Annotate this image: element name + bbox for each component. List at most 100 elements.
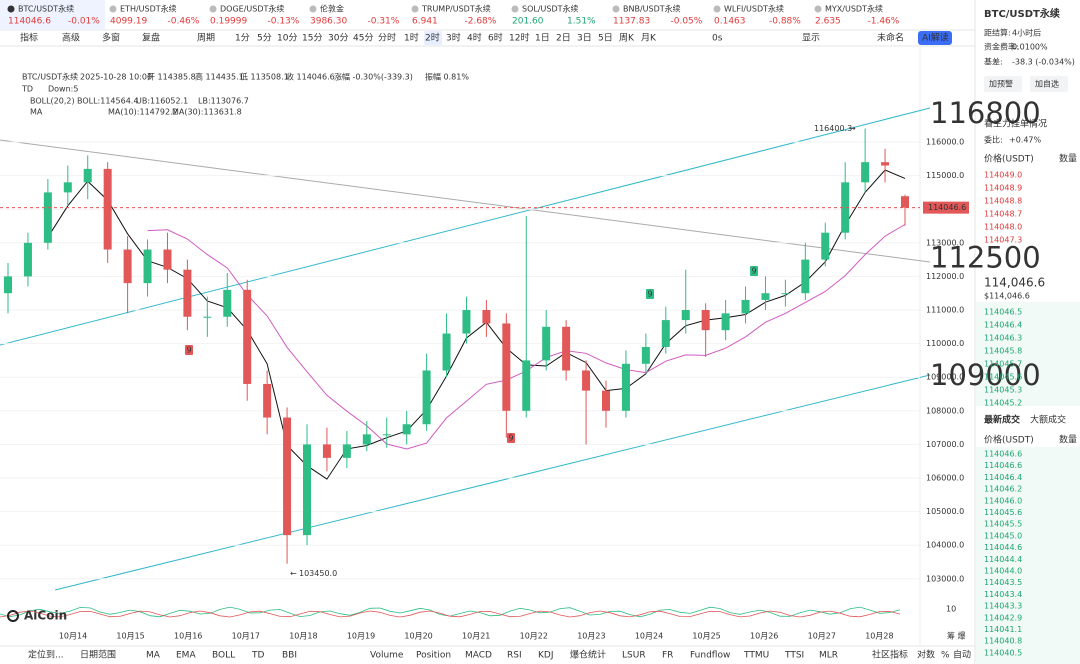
ticker-name[interactable]: ETH/USDT永续 [120, 4, 177, 14]
ticker-name[interactable]: TRUMP/USDT永续 [421, 4, 491, 14]
period-option[interactable]: 10分 [277, 33, 297, 44]
y-tick-label: 112000.0 [926, 272, 964, 281]
ticker-name[interactable]: WLFI/USDT永续 [724, 4, 784, 14]
period-option[interactable]: 月K [641, 33, 657, 44]
period-option[interactable]: 2时 [425, 32, 440, 44]
active-tab[interactable] [0, 0, 105, 30]
period-option[interactable]: 4时 [467, 32, 482, 44]
indicator-button[interactable]: MA [146, 651, 161, 661]
indicator-button[interactable]: BOLL [212, 651, 235, 661]
ticker-price[interactable]: 0.1463 [714, 17, 746, 27]
indicator-button[interactable]: FR [662, 651, 673, 661]
scale-button[interactable]: % [941, 651, 950, 661]
ticker-name[interactable]: BNB/USDT永续 [623, 4, 681, 14]
ticker-change[interactable]: -0.13% [268, 17, 300, 27]
tool-right[interactable]: 显示 [802, 33, 820, 44]
tool-button[interactable]: 多窗 [102, 32, 120, 44]
indicator-button[interactable]: KDJ [538, 651, 554, 661]
tab[interactable]: 大额成交 [1030, 414, 1066, 426]
indicator-button[interactable]: Fundflow [690, 651, 730, 661]
tab[interactable]: 最新成交 [984, 414, 1020, 426]
ticker-name[interactable]: MYX/USDT永续 [825, 4, 883, 14]
ticker-icon [209, 5, 217, 13]
period-option[interactable]: 6时 [488, 32, 503, 44]
period-option[interactable]: 3时 [446, 32, 461, 44]
period-option[interactable]: 5分 [257, 33, 272, 44]
ticker-price[interactable]: 1137.83 [613, 17, 650, 27]
scale-button[interactable]: 自动 [953, 649, 971, 661]
ticker-price[interactable]: 201.60 [512, 17, 544, 27]
ticker-change[interactable]: -0.31% [368, 17, 400, 27]
button-bg[interactable] [1030, 76, 1068, 92]
period-label[interactable]: 周期 [197, 33, 215, 44]
period-option[interactable]: 1日 [535, 33, 550, 44]
period-option[interactable]: 周K [619, 33, 635, 44]
ticker-change[interactable]: -0.88% [769, 17, 801, 27]
ticker-change[interactable]: 1.51% [567, 17, 596, 27]
td-badge [750, 266, 758, 276]
bottom-button[interactable]: 定位到... [28, 649, 64, 661]
tool-right[interactable]: AI解读 [922, 32, 949, 44]
col-header: 数量 [1059, 153, 1077, 165]
tool-right[interactable]: 0s [712, 34, 723, 44]
ticker-name[interactable]: SOL/USDT永续 [522, 4, 579, 14]
candle-body [781, 293, 790, 295]
ticker-price[interactable]: 114046.6 [8, 17, 51, 27]
indicator-button[interactable]: 社区指标 [872, 649, 908, 661]
ai-button[interactable] [918, 31, 952, 45]
ticker-change[interactable]: -0.46% [168, 17, 200, 27]
indicator-button[interactable]: RSI [507, 651, 522, 661]
ticker-price[interactable]: 3986.30 [310, 17, 347, 27]
tool-right[interactable]: 未命名 [877, 32, 904, 44]
button[interactable]: 加自选 [1035, 79, 1059, 89]
period-option[interactable]: 2日 [556, 33, 571, 44]
period-option[interactable]: 15分 [302, 33, 322, 44]
indicator-button[interactable]: Volume [370, 651, 404, 661]
tool-button[interactable]: 高级 [62, 32, 80, 44]
indicator-button[interactable]: LSUR [622, 651, 646, 661]
candle-body [602, 390, 610, 411]
active-period[interactable] [424, 31, 442, 45]
indicator-button[interactable]: TTSI [784, 651, 804, 661]
ticker-name[interactable]: DOGE/USDT永续 [220, 4, 284, 14]
period-option[interactable]: 3日 [577, 33, 592, 44]
period-option[interactable]: 1时 [404, 32, 419, 44]
period-option[interactable]: 5日 [598, 33, 613, 44]
period-option[interactable]: 12时 [509, 32, 529, 44]
indicator-button[interactable]: MLR [819, 651, 838, 661]
col-header: 数量 [1059, 434, 1077, 446]
x-tick-label: 10月24 [635, 632, 663, 641]
ticker-name[interactable]: BTC/USDT永续 [18, 4, 74, 14]
indicator-button[interactable]: MACD [465, 651, 492, 661]
ticker-name[interactable]: 伦敦金 [320, 4, 344, 14]
indicator-button[interactable]: Position [416, 651, 451, 661]
ticker-price[interactable]: 0.19999 [210, 17, 247, 27]
tool-button[interactable]: 指标 [20, 32, 38, 44]
tool-button[interactable]: 复盘 [142, 32, 160, 44]
button-bg[interactable] [984, 76, 1022, 92]
scale-button[interactable]: 对数 [917, 649, 935, 661]
bottom-button[interactable]: 日期范围 [80, 649, 116, 661]
indicator-button[interactable]: 爆仓统计 [570, 649, 606, 661]
period-option[interactable]: 30分 [328, 33, 348, 44]
ticker-change[interactable]: -0.05% [671, 17, 703, 27]
trade-price: 114041.1 [984, 625, 1022, 634]
period-option[interactable]: 45分 [353, 33, 373, 44]
ticker-price[interactable]: 6.941 [412, 17, 438, 27]
ticker-change[interactable]: -2.68% [465, 17, 497, 27]
indicator-button[interactable]: TTMU [743, 651, 769, 661]
bid-price: 114046.4 [984, 321, 1022, 330]
indicator-button[interactable]: EMA [176, 651, 196, 661]
period-option[interactable]: 1分 [235, 33, 250, 44]
indicator-button[interactable]: BBI [282, 651, 297, 661]
button[interactable]: 加预警 [989, 79, 1013, 89]
ticker-price[interactable]: 4099.19 [110, 17, 147, 27]
y-tick-label: 103000.0 [926, 574, 964, 583]
indicator-button[interactable]: TD [251, 651, 264, 661]
ticker-price[interactable]: 2.635 [815, 17, 841, 27]
ticker-change[interactable]: -0.01% [68, 17, 100, 27]
period-option[interactable]: 分时 [378, 32, 396, 44]
trade-price: 114045.5 [984, 520, 1022, 529]
logo-icon [7, 610, 19, 622]
ticker-change[interactable]: -1.46% [868, 17, 900, 27]
